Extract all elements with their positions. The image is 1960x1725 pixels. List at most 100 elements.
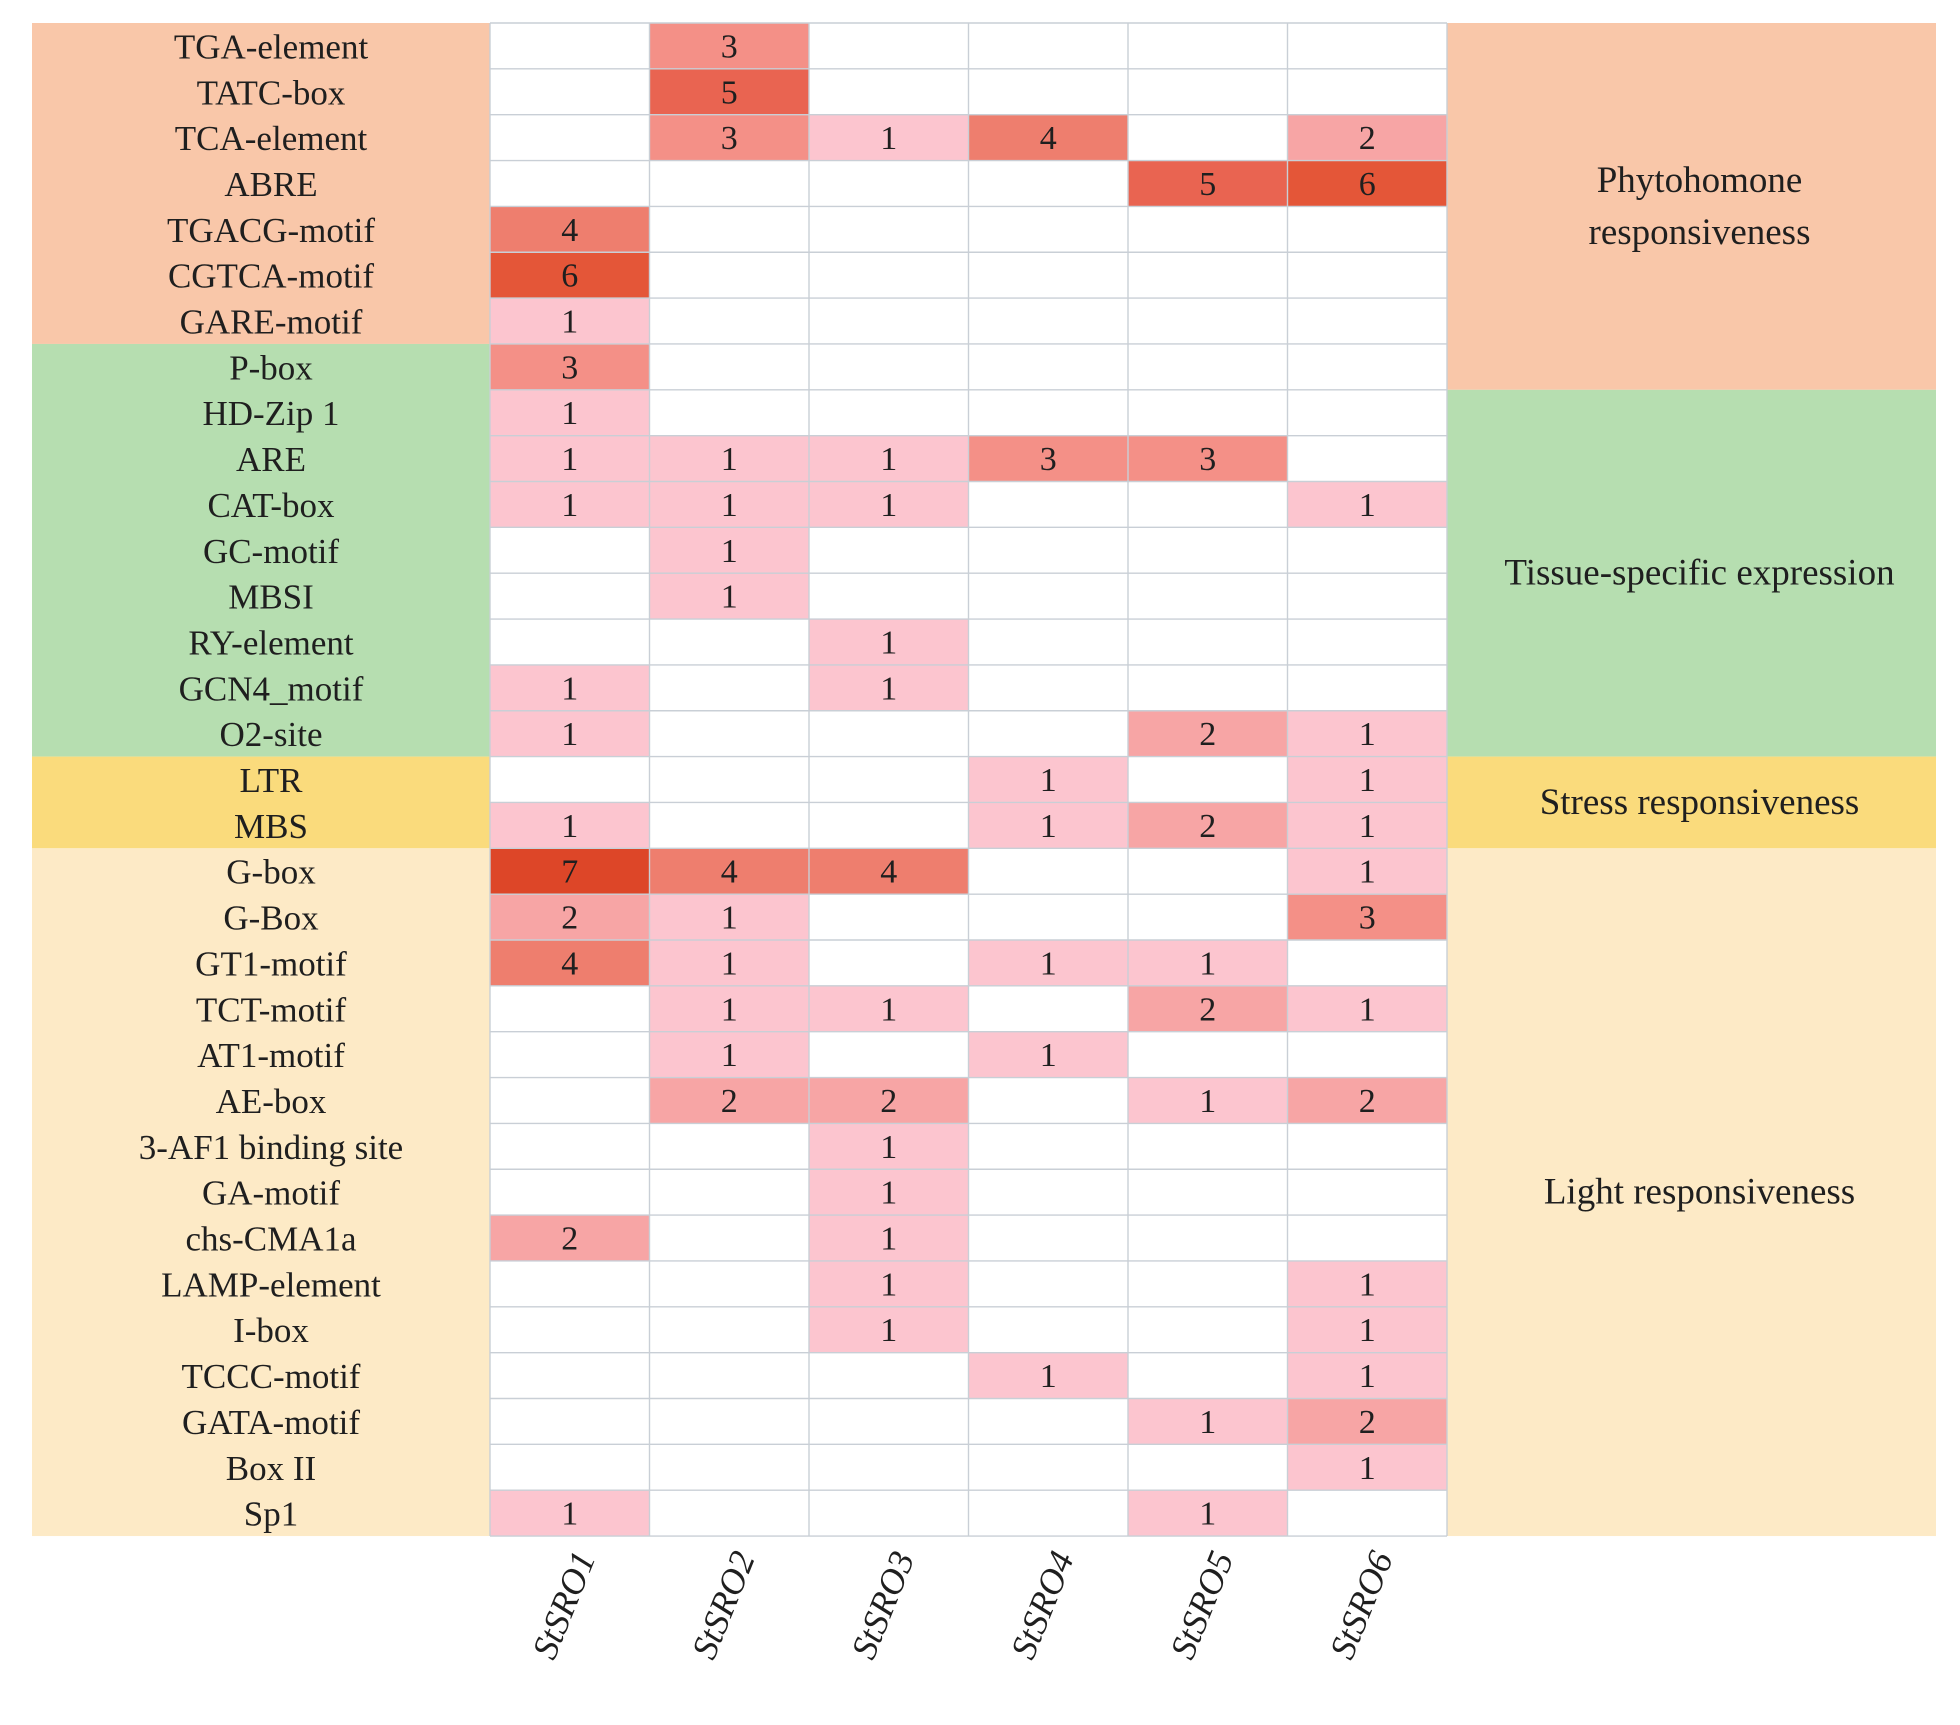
cell-value: 1 [1359, 1450, 1376, 1487]
heatmap-cell [1128, 1352, 1288, 1399]
cell-value: 2 [1359, 120, 1376, 157]
heatmap-cell [968, 802, 1128, 849]
heatmap-cell [490, 435, 650, 482]
heatmap-cell [809, 802, 969, 849]
heatmap-cell [809, 206, 969, 253]
heatmap-cell [649, 1444, 809, 1491]
cell-value: 3 [1359, 900, 1376, 937]
heatmap-cell [490, 1306, 650, 1353]
row-label: G-Box [223, 899, 319, 938]
heatmap-cell [1128, 756, 1288, 803]
heatmap-cell [649, 160, 809, 207]
heatmap-cell [809, 573, 969, 620]
cell-value: 1 [880, 1266, 897, 1303]
heatmap-cell [809, 1260, 969, 1307]
cell-value: 6 [561, 258, 578, 295]
heatmap-cell [649, 802, 809, 849]
heatmap-cell [968, 1260, 1128, 1307]
cell-value: 1 [1199, 1083, 1216, 1120]
cell-value: 1 [1359, 762, 1376, 799]
heatmap-cell [809, 343, 969, 390]
cell-value: 3 [721, 28, 738, 65]
heatmap-cell [490, 756, 650, 803]
column-label: StSRO3 [843, 1546, 922, 1665]
heatmap-cell [809, 664, 969, 711]
row-label: HD-Zip 1 [202, 394, 339, 433]
heatmap-cell [968, 68, 1128, 115]
heatmap-cell [649, 985, 809, 1032]
heatmap-cell [649, 1169, 809, 1216]
heatmap-cell [1287, 68, 1447, 115]
heatmap-cell [1287, 848, 1447, 895]
heatmap-cell [649, 206, 809, 253]
heatmap-cell [1287, 1260, 1447, 1307]
heatmap-cell [649, 114, 809, 161]
heatmap-cell [490, 527, 650, 574]
cell-value: 4 [1040, 120, 1057, 157]
heatmap-cell [649, 1352, 809, 1399]
heatmap-cell [649, 1077, 809, 1124]
heatmap-cell [490, 1260, 650, 1307]
cell-value: 1 [880, 991, 897, 1028]
cell-value: 1 [1199, 945, 1216, 982]
heatmap-grid [489, 22, 1448, 1537]
heatmap-cell [968, 894, 1128, 940]
heatmap-cell [968, 664, 1128, 711]
heatmap-cell [1287, 940, 1447, 986]
cell-value: 1 [721, 487, 738, 524]
row-label: Sp1 [244, 1495, 298, 1534]
heatmap-cell [1128, 1490, 1288, 1537]
heatmap-cell [968, 343, 1128, 390]
group-label: Phytohomone [1597, 160, 1803, 201]
cell-value: 1 [880, 624, 897, 661]
heatmap-cell [1128, 435, 1288, 482]
row-label: Box II [226, 1449, 316, 1488]
heatmap-cell [1287, 160, 1447, 207]
heatmap-cell [649, 68, 809, 115]
heatmap-cell [490, 1398, 650, 1445]
heatmap-cell [1128, 206, 1288, 253]
heatmap-cell [968, 710, 1128, 757]
cell-value: 1 [1359, 1312, 1376, 1349]
heatmap-cell [809, 160, 969, 207]
heatmap-cell [809, 940, 969, 986]
heatmap-cell [809, 619, 969, 665]
heatmap-cell [1287, 206, 1447, 253]
right-group-bands [1447, 23, 1936, 1537]
heatmap-cell [809, 1444, 969, 1491]
column-label: StSRO4 [1003, 1546, 1082, 1665]
cell-value: 7 [561, 854, 578, 891]
cell-value: 1 [1040, 762, 1057, 799]
heatmap-cell [1128, 664, 1288, 711]
heatmap-cell [968, 1169, 1128, 1216]
row-label: GT1-motif [195, 944, 347, 983]
cell-value: 1 [1040, 1358, 1057, 1395]
heatmap-cell [1128, 894, 1288, 940]
heatmap-cell [649, 435, 809, 482]
heatmap-cell [968, 435, 1128, 482]
heatmap-cell [490, 1169, 650, 1216]
heatmap-cell [809, 1215, 969, 1261]
heatmap-cell [809, 1169, 969, 1216]
right-band-3 [1447, 848, 1936, 1537]
column-label: StSRO1 [524, 1546, 603, 1665]
heatmap-cell [1128, 1398, 1288, 1445]
group-labels: Phytohomone responsiveness Tissue-specific… [1504, 160, 1894, 1213]
heatmap-cell [1128, 848, 1288, 895]
cell-value: 2 [561, 1221, 578, 1258]
heatmap-cell [1128, 389, 1288, 436]
heatmap-cell [490, 573, 650, 620]
heatmap-cell [809, 1306, 969, 1353]
row-label: ARE [236, 440, 306, 479]
heatmap-cell [490, 940, 650, 986]
right-band-1 [1447, 389, 1936, 757]
heatmap-cell [968, 619, 1128, 665]
heatmap-cell [490, 802, 650, 849]
cell-value: 1 [721, 533, 738, 570]
cell-value: 3 [1040, 441, 1057, 478]
heatmap-cell [1287, 114, 1447, 161]
heatmap-cell [968, 527, 1128, 574]
heatmap-cell [649, 940, 809, 986]
heatmap-cell [490, 848, 650, 895]
heatmap-cell [1287, 527, 1447, 574]
